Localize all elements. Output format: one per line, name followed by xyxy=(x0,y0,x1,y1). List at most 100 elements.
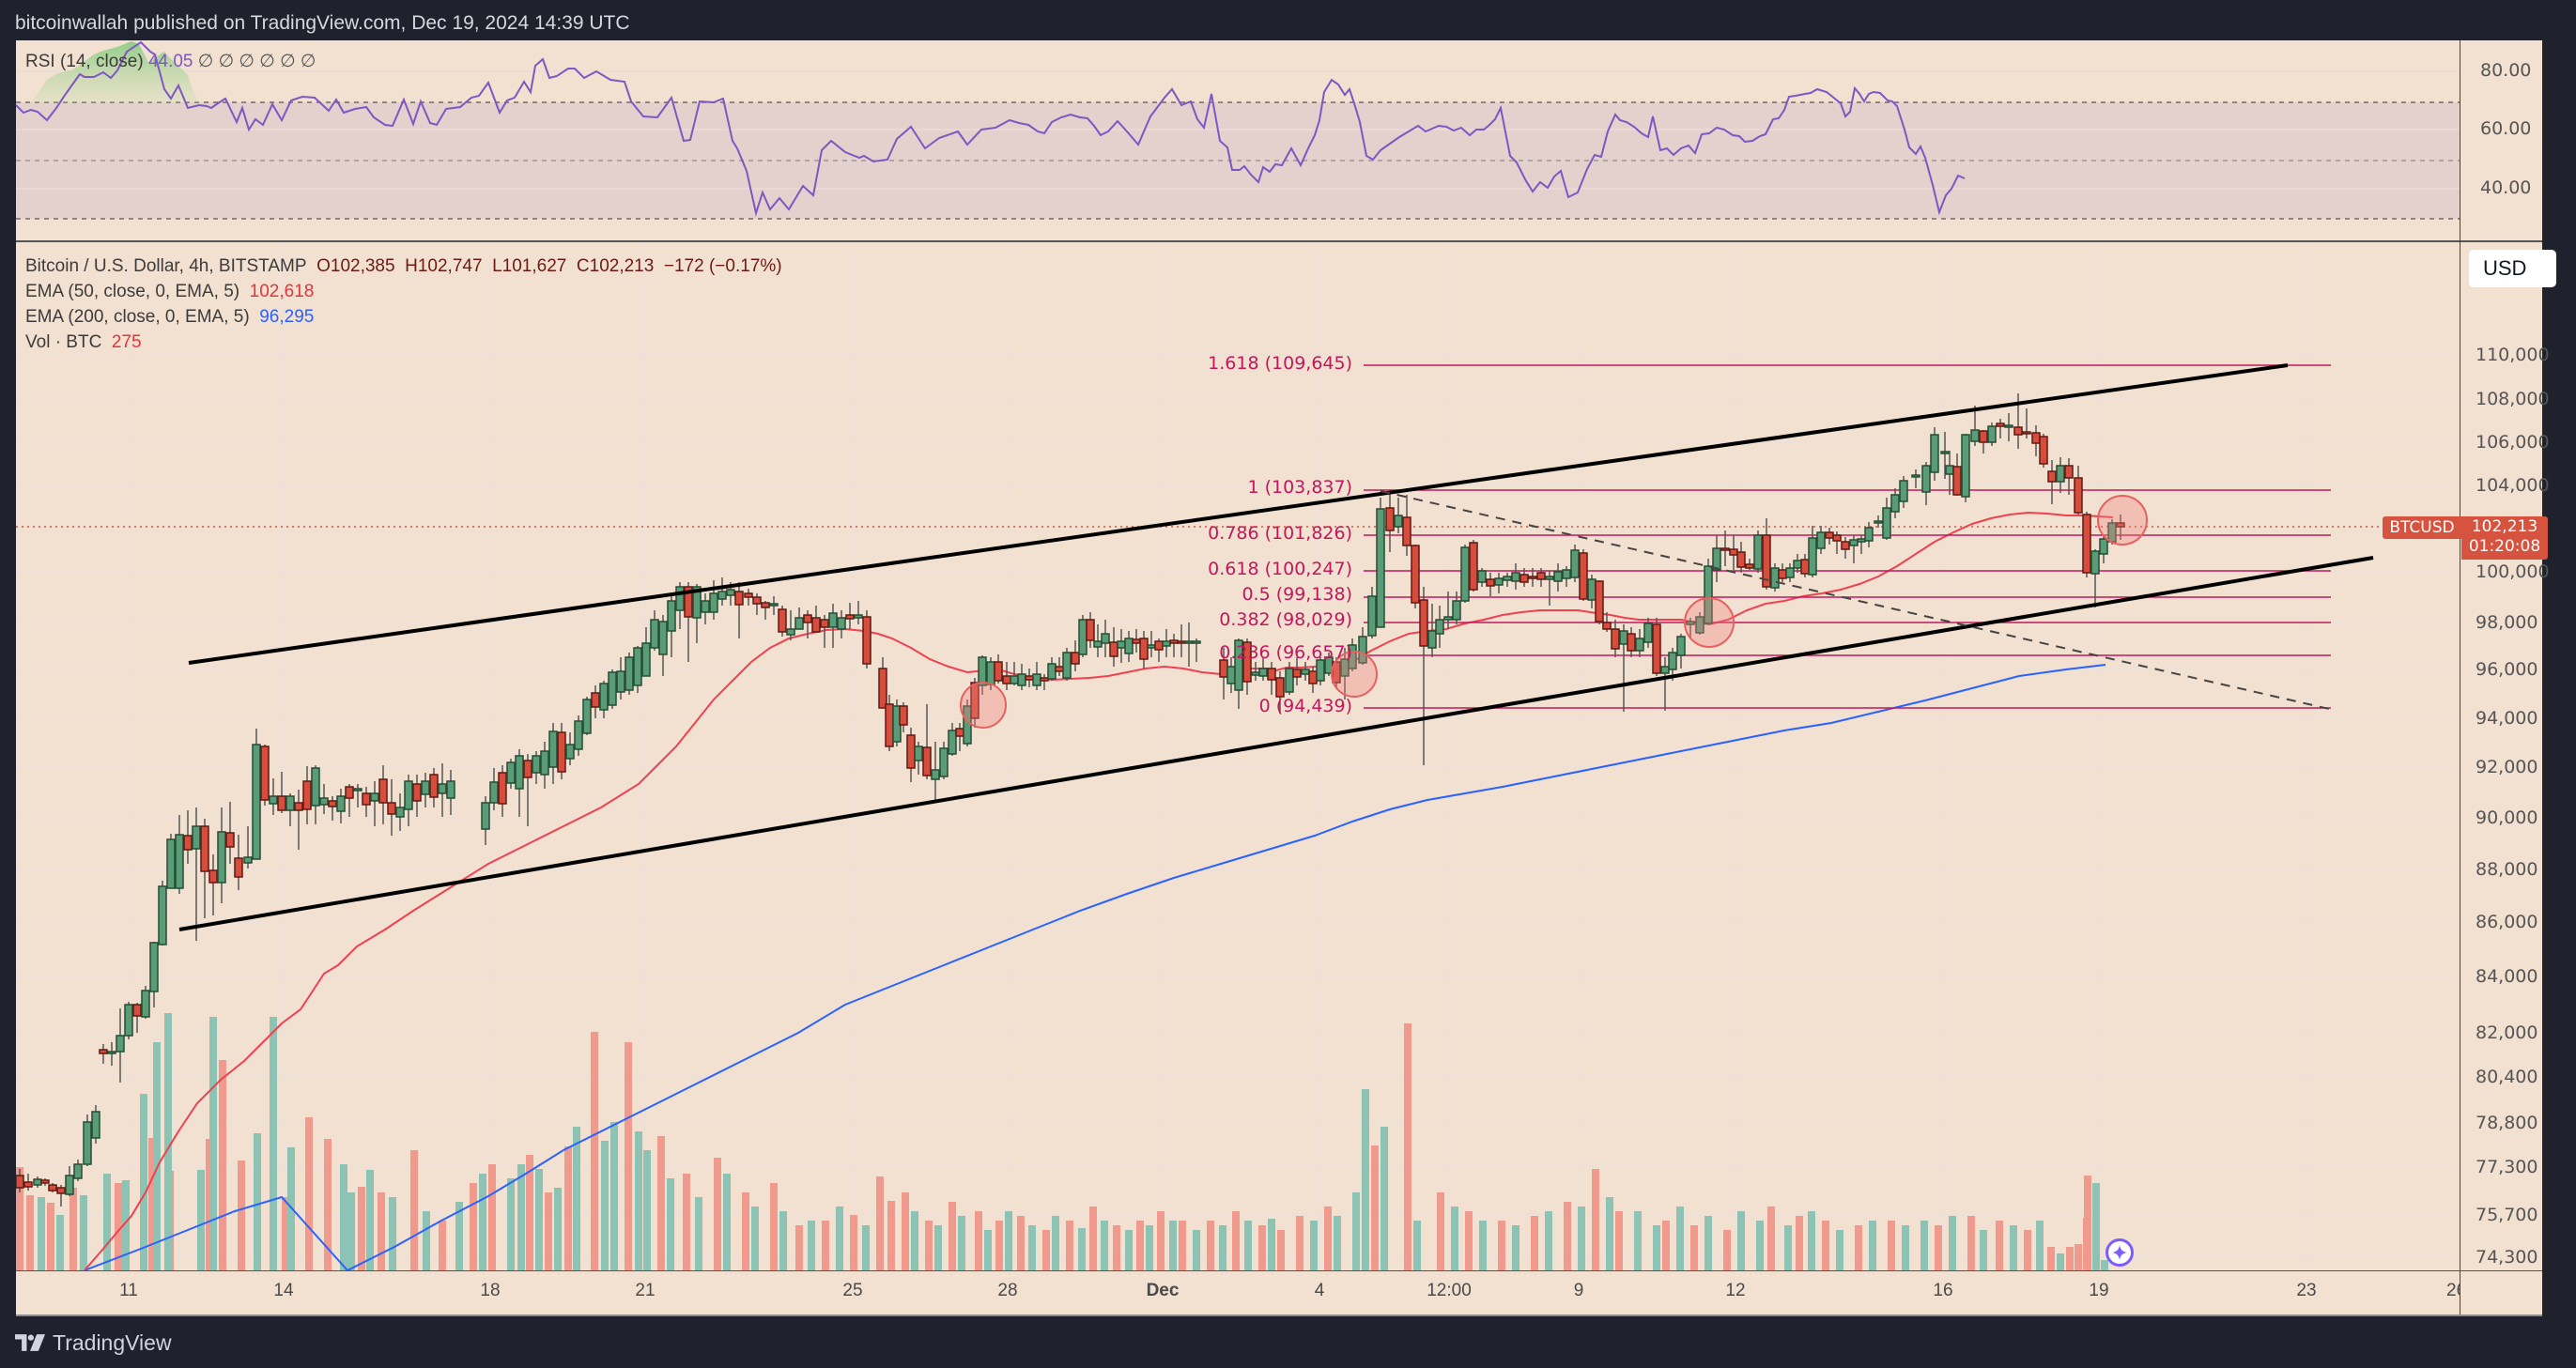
price-tick: 92,000 xyxy=(2476,757,2538,777)
price-tick: 74,300 xyxy=(2476,1247,2538,1268)
time-tick: 12:00 xyxy=(1427,1281,1472,1300)
ema50-label: EMA (50, close, 0, EMA, 5) xyxy=(25,282,240,301)
ohlc-open: O102,385 xyxy=(316,256,395,276)
time-tick-month: Dec xyxy=(1146,1281,1180,1300)
fib-label-0[interactable]: 0 (94,439) xyxy=(1258,696,1352,716)
price-tick: 106,000 xyxy=(2476,432,2550,453)
chart-bottom-border xyxy=(16,1314,2542,1316)
volume-bars xyxy=(16,1013,2108,1270)
ema200-label: EMA (200, close, 0, EMA, 5) xyxy=(25,307,250,327)
price-tick: 98,000 xyxy=(2476,612,2538,633)
price-tick: 80,400 xyxy=(2476,1067,2538,1087)
ema200-legend[interactable]: EMA (200, close, 0, EMA, 5) 96,295 xyxy=(25,307,314,328)
candle-group-early xyxy=(16,729,455,1207)
tradingview-brand[interactable]: TradingView xyxy=(53,1330,172,1355)
time-tick: 19 xyxy=(2089,1281,2109,1300)
rsi-value: 44.05 xyxy=(147,52,193,71)
price-tick: 96,000 xyxy=(2476,659,2538,680)
channel-upper-line xyxy=(188,363,2289,665)
retest-circle-1 xyxy=(960,682,1007,729)
fib-label-1618[interactable]: 1.618 (109,645) xyxy=(1208,353,1352,374)
price-tick: 77,300 xyxy=(2476,1157,2538,1177)
time-tick: 21 xyxy=(635,1281,656,1300)
price-tick: 110,000 xyxy=(2476,345,2550,365)
ema50-line xyxy=(84,511,2114,1270)
retest-circle-4 xyxy=(2097,495,2148,546)
time-tick: 9 xyxy=(1573,1281,1584,1300)
time-tick: 11 xyxy=(119,1281,138,1300)
fib-label-1[interactable]: 1 (103,837) xyxy=(1247,477,1352,498)
ohlc-low: L101,627 xyxy=(492,256,567,276)
footer: TradingView xyxy=(15,1326,172,1360)
ohlc-change: −172 (−0.17%) xyxy=(663,256,782,276)
rsi-pane xyxy=(16,40,2460,220)
time-tick: 12 xyxy=(1725,1281,1746,1300)
ohlc-high: H102,747 xyxy=(405,256,483,276)
retest-circle-2 xyxy=(1331,651,1378,698)
candles xyxy=(16,393,2125,1207)
bar-countdown: 01:20:08 xyxy=(2468,537,2541,556)
symbol-price-tag: BTCUSD xyxy=(2383,516,2461,539)
volume-label: Vol · BTC xyxy=(25,332,102,352)
time-tick: 4 xyxy=(1314,1281,1325,1300)
fib-lines xyxy=(1364,364,2331,709)
time-tick: 14 xyxy=(273,1281,294,1300)
price-tick: 108,000 xyxy=(2476,389,2550,409)
candle-group-dip xyxy=(878,612,1201,800)
price-tick: 78,800 xyxy=(2476,1113,2538,1133)
ema200-line xyxy=(84,664,2106,1270)
price-tick: 84,000 xyxy=(2476,966,2538,987)
rsi-line xyxy=(16,40,1966,217)
sparkle-icon xyxy=(2112,1245,2127,1260)
retest-circle-3 xyxy=(1684,597,1735,648)
volume-legend[interactable]: Vol · BTC 275 xyxy=(25,332,142,353)
price-tick: 90,000 xyxy=(2476,807,2538,828)
rsi-legend[interactable]: RSI (14, close) 44.05 ∅ ∅ ∅ ∅ ∅ ∅ xyxy=(25,51,316,72)
descending-trendline xyxy=(1380,490,2330,710)
time-tick-partial: 26 xyxy=(2446,1281,2460,1300)
rsi-axis-tick: 40.00 xyxy=(2480,177,2532,198)
symbol-description: Bitcoin / U.S. Dollar, 4h, BITSTAMP xyxy=(25,256,307,276)
main-pane xyxy=(16,242,2460,1270)
pane-separator[interactable] xyxy=(16,240,2542,242)
fib-label-0382[interactable]: 0.382 (98,029) xyxy=(1219,609,1352,630)
rsi-axis-tick: 60.00 xyxy=(2480,118,2532,139)
ohlc-close: C102,213 xyxy=(576,256,655,276)
time-tick: 25 xyxy=(842,1281,863,1300)
time-tick: 18 xyxy=(480,1281,501,1300)
price-tick: 75,700 xyxy=(2476,1205,2538,1225)
publish-header: bitcoinwallah published on TradingView.c… xyxy=(0,0,2576,39)
price-grid xyxy=(16,354,2460,1258)
currency-selector[interactable]: USD xyxy=(2469,250,2556,287)
time-tick: 23 xyxy=(2296,1281,2317,1300)
rsi-null-values: ∅ ∅ ∅ ∅ ∅ ∅ xyxy=(197,52,316,71)
fib-label-0786[interactable]: 0.786 (101,826) xyxy=(1208,523,1352,544)
time-axis-border xyxy=(16,1270,2542,1271)
last-price-value: 102,213 xyxy=(2471,517,2538,536)
price-tick: 94,000 xyxy=(2476,708,2538,729)
fib-labels: 1.618 (109,645) 1 (103,837) 0.786 (101,8… xyxy=(1127,0,1352,716)
symbol-legend[interactable]: Bitcoin / U.S. Dollar, 4h, BITSTAMP O102… xyxy=(25,256,782,277)
ai-assistant-button[interactable] xyxy=(2106,1238,2134,1267)
ema50-legend[interactable]: EMA (50, close, 0, EMA, 5) 102,618 xyxy=(25,282,314,302)
candle-group-mid-december xyxy=(1570,393,2125,712)
published-text: bitcoinwallah published on TradingView.c… xyxy=(15,12,630,34)
retest-circles xyxy=(960,495,2148,729)
fib-label-0618[interactable]: 0.618 (100,247) xyxy=(1208,559,1352,579)
tradingview-logo-icon xyxy=(15,1334,45,1351)
fib-label-0236[interactable]: 0.236 (96,657) xyxy=(1219,642,1352,663)
price-tick: 100,000 xyxy=(2476,561,2550,582)
price-tick: 82,000 xyxy=(2476,1022,2538,1043)
fib-label-05[interactable]: 0.5 (99,138) xyxy=(1242,584,1352,605)
ema50-value: 102,618 xyxy=(249,282,315,301)
candle-group-rally xyxy=(481,577,872,845)
ema200-value: 96,295 xyxy=(259,307,315,327)
price-tick: 104,000 xyxy=(2476,475,2550,496)
time-tick: 16 xyxy=(1933,1281,1953,1300)
price-tick: 88,000 xyxy=(2476,859,2538,880)
time-tick: 28 xyxy=(997,1281,1018,1300)
price-tick: 86,000 xyxy=(2476,912,2538,932)
rsi-axis-tick: 80.00 xyxy=(2480,60,2532,81)
candle-group-december xyxy=(1219,493,1571,765)
